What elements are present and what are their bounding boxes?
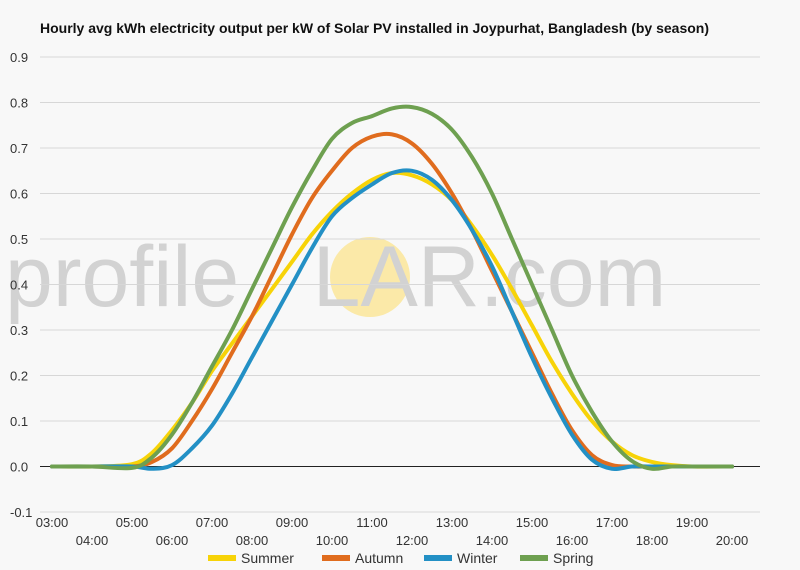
x-tick-label: 06:00 (156, 533, 189, 548)
x-tick-label: 14:00 (476, 533, 509, 548)
x-tick-label: 17:00 (596, 515, 629, 530)
y-axis: 0.9 0.8 0.7 0.6 0.5 0.4 0.3 0.2 0.1 0.0 -0.1 (10, 50, 32, 520)
watermark-text: profileS LAR.com (5, 229, 666, 325)
x-tick-label: 15:00 (516, 515, 549, 530)
series-line-autumn (50, 131, 734, 469)
x-tick-label: 04:00 (76, 533, 109, 548)
legend-swatch (208, 555, 236, 561)
y-tick-label: 0.2 (10, 369, 28, 384)
legend-swatch (520, 555, 548, 561)
x-tick-label: 05:00 (116, 515, 149, 530)
legend-swatch (322, 555, 350, 561)
series-lines (50, 104, 734, 472)
legend-label: Winter (457, 550, 498, 566)
x-tick-label: 20:00 (716, 533, 749, 548)
y-tick-label: 0.5 (10, 232, 28, 247)
x-tick-label: 07:00 (196, 515, 229, 530)
legend-label: Summer (241, 550, 294, 566)
x-tick-label: 19:00 (676, 515, 709, 530)
y-tick-label: 0.6 (10, 187, 28, 202)
x-tick-label: 10:00 (316, 533, 349, 548)
y-tick-label: 0.1 (10, 414, 28, 429)
legend-item-winter: Winter (424, 550, 498, 566)
y-tick-label: 0.0 (10, 460, 28, 475)
legend-item-summer: Summer (208, 550, 294, 566)
series-line-spring (50, 104, 734, 471)
watermark-sun-icon (330, 237, 410, 317)
x-tick-label: 09:00 (276, 515, 309, 530)
x-tick-label: 11:00 (356, 515, 388, 530)
series-line-winter (50, 168, 734, 472)
chart-title: Hourly avg kWh electricity output per kW… (40, 20, 709, 36)
y-tick-label: 0.9 (10, 50, 28, 65)
y-tick-label: 0.8 (10, 96, 28, 111)
x-tick-label: 03:00 (36, 515, 69, 530)
legend-item-spring: Spring (520, 550, 593, 566)
y-tick-label: -0.1 (10, 505, 32, 520)
x-axis: 03:00 04:00 05:00 06:00 07:00 08:00 09:00 10:00… (36, 515, 749, 548)
x-tick-label: 18:00 (636, 533, 669, 548)
legend-swatch (424, 555, 452, 561)
legend-label: Spring (553, 550, 593, 566)
x-tick-label: 08:00 (236, 533, 269, 548)
y-tick-label: 0.4 (10, 278, 28, 293)
legend-label: Autumn (355, 550, 403, 566)
x-tick-label: 16:00 (556, 533, 589, 548)
y-tick-label: 0.7 (10, 141, 28, 156)
y-tick-label: 0.3 (10, 323, 28, 338)
x-tick-label: 13:00 (436, 515, 469, 530)
legend: Summer Autumn Winter Spring (208, 550, 593, 566)
watermark: profileS LAR.com (5, 229, 666, 325)
x-tick-label: 12:00 (396, 533, 429, 548)
legend-item-autumn: Autumn (322, 550, 403, 566)
